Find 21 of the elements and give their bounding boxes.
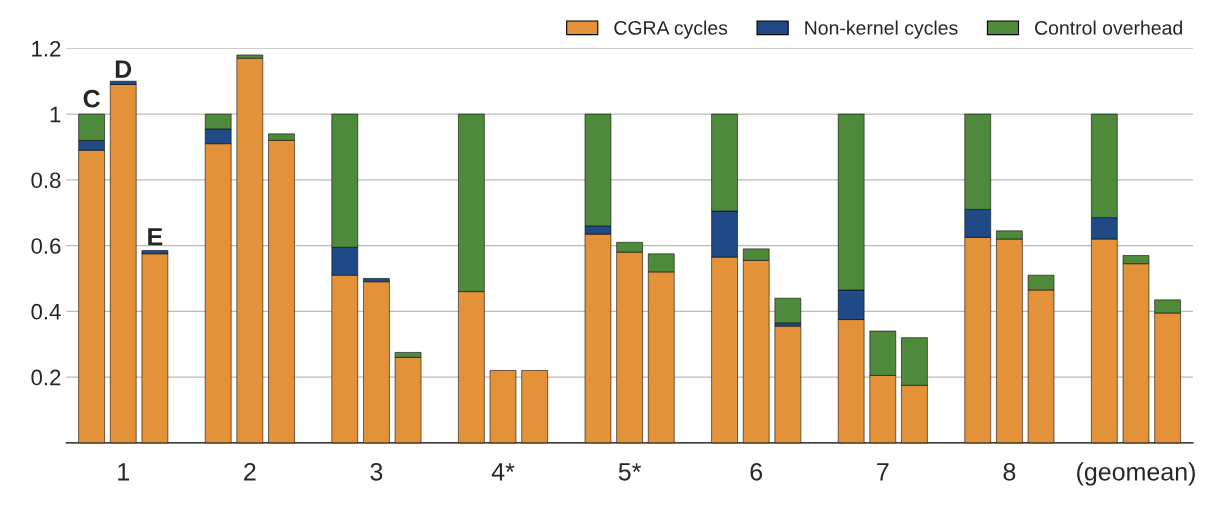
x-tick-label: 7 [877,463,889,481]
legend-label: Control overhead [1035,20,1182,35]
legend-label: CGRA cycles [614,20,728,39]
x-tick-label: 2 [244,462,256,481]
annotation: D [115,60,132,78]
y-tick-label: 1 [50,106,61,123]
x-tick-label: 1 [118,463,129,481]
annotation: C [83,89,100,108]
y-tick-label: 0.8 [31,172,61,189]
y-tick-label: 0.2 [31,369,61,386]
x-tick-label: 5* [618,463,642,481]
x-tick-label: 8 [1003,462,1016,481]
y-tick-label: 0.4 [31,303,61,320]
y-tick-label: 0.6 [31,238,61,254]
x-tick-label: 6 [750,462,763,481]
x-tick-label: 3 [370,462,383,481]
legend-label: Non-kernel cycles [805,20,958,39]
x-tick-label: (geomean) [1077,462,1195,486]
annotation: E [148,228,163,246]
x-tick-label: 4* [491,463,515,481]
y-tick-label: 1.2 [32,40,61,57]
